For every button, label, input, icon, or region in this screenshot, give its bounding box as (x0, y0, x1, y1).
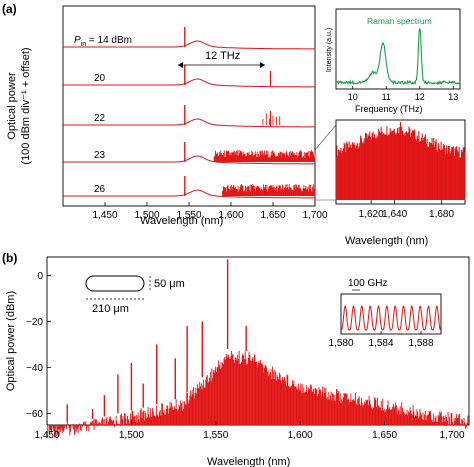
raman-x-tick-label: 13 (448, 92, 458, 102)
fsr-x-tick-label: 1,588 (408, 338, 433, 349)
x-tick-label: 1,700 (439, 430, 464, 441)
raman-x-tick-label: 10 (348, 92, 358, 102)
panel-a-trace (63, 118, 315, 128)
x-tick-label: 1,650 (260, 210, 285, 221)
comb-lines (222, 184, 316, 196)
x-tick-label: 1,500 (134, 210, 159, 221)
annotation-arrow-left (178, 62, 183, 68)
panel-a-trace (63, 189, 315, 199)
raman-x-tick-label: 11 (382, 92, 391, 102)
panel-label-a: (a) (2, 2, 17, 16)
x-tick-label: 1,500 (119, 430, 144, 441)
raman-ylabel: Intensity (a.u.) (326, 28, 333, 72)
panel-b-traces (47, 259, 470, 438)
panel-a-main: Pin = 14 dBm 20 22 23 26 1,450 1,500 1,550 1,60… (6, 5, 328, 227)
x-tick-label: 1,700 (302, 210, 327, 221)
panel-a-xlabel: Wavelength (nm) (140, 215, 223, 227)
resonator-length-label: 210 μm (92, 303, 129, 315)
panel-a-ylabel-line1: Optical power (6, 72, 18, 140)
resonator-width-label: 50 μm (154, 278, 185, 290)
raman-x-ticks: 10 11 12 13 (348, 86, 458, 102)
series-label: Pin = 14 dBm (74, 35, 132, 48)
raman-spectrum-line (335, 28, 461, 86)
panel-a-trace (63, 40, 315, 50)
annotation-arrow-right (260, 62, 265, 68)
series-label: 20 (94, 73, 106, 84)
panel-b-y-ticks: 0 −20 −40 −60 (26, 271, 51, 420)
panel-a-trace (63, 155, 315, 165)
raman-title: Raman spectrum (367, 16, 432, 26)
x-tick-label: 1,600 (218, 210, 243, 221)
series-label: 26 (94, 184, 106, 195)
fsr-label: 100 GHz (348, 278, 387, 289)
zoom-x-tick-label: 1,620 (359, 209, 384, 220)
series-label: 22 (94, 113, 106, 124)
panel-a-traces (63, 27, 316, 199)
y-tick-label: −60 (26, 409, 43, 420)
panel-b-x-ticks: 1,450 1,500 1,550 1,600 1,650 1,700 (34, 421, 470, 441)
resonator-shape (85, 275, 145, 292)
panel-b: 1,450 1,500 1,550 1,600 1,650 1,700 0 −20 −40 −6… (5, 256, 470, 467)
comb-lines (213, 150, 316, 162)
y-tick-label: −20 (26, 317, 43, 328)
fsr-inset-line (340, 305, 442, 331)
raman-axes (335, 8, 461, 90)
panel-label-b: (b) (2, 251, 17, 265)
panel-a-inset: Raman spectrum 10 11 12 13 Frequency (THz) … (326, 8, 461, 114)
x-tick-label: 1,550 (176, 210, 201, 221)
comb-lines (262, 113, 281, 125)
y-tick-label: −40 (26, 363, 43, 374)
fsr-x-tick-label: 1,580 (328, 338, 353, 349)
raman-xlabel: Frequency (THz) (355, 104, 423, 114)
zoom-x-tick-label: 1,640 (382, 209, 407, 220)
panel-a-ylabel-line2: (100 dBm div⁻¹ + offset) (20, 47, 32, 164)
fsr-x-tick-label: 1,584 (368, 338, 393, 349)
panel-b-ylabel: Optical power (dBm) (5, 291, 17, 391)
zoom-connector-top (314, 124, 337, 151)
annotation-label: 12 THz (205, 50, 240, 62)
x-tick-label: 1,550 (203, 430, 228, 441)
zoom-traces (335, 122, 466, 200)
panel-a-trace (63, 78, 315, 88)
panel-a-x-ticks: 1,450 1,500 1,550 1,600 1,650 1,700 (92, 202, 328, 221)
zoom-xlabel: Wavelength (nm) (345, 235, 428, 247)
x-tick-label: 1,450 (92, 210, 117, 221)
series-label: 23 (94, 150, 106, 161)
fsr-x-ticks: 1,580 1,584 1,588 (328, 331, 434, 349)
x-tick-label: 1,650 (372, 430, 397, 441)
panel-a-series-labels: Pin = 14 dBm 20 22 23 26 (74, 35, 132, 195)
raman-x-tick-label: 12 (415, 92, 425, 102)
panel-b-xlabel: Wavelength (nm) (207, 456, 290, 467)
x-tick-label: 1,450 (34, 430, 59, 441)
x-tick-label: 1,600 (288, 430, 313, 441)
y-tick-label: 0 (37, 271, 43, 282)
zoom-x-tick-label: 1,680 (429, 209, 454, 220)
fsr-inset-axes (340, 293, 442, 335)
